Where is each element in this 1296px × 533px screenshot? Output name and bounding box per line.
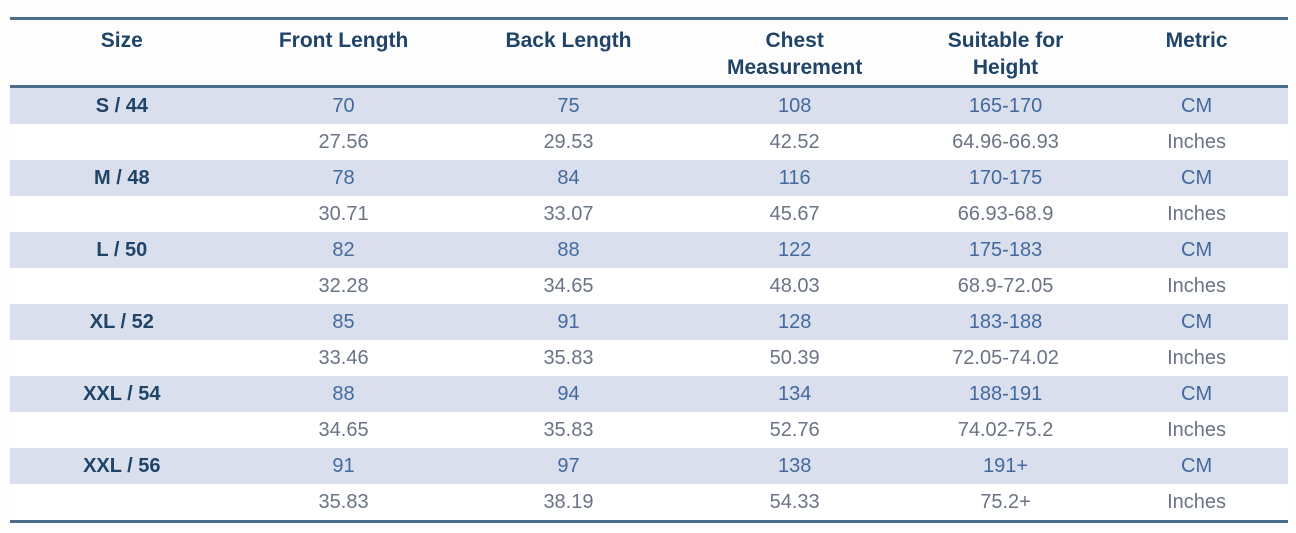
back-length-cell: 34.65 <box>543 274 594 297</box>
chest-cell: 108 <box>777 94 812 117</box>
column-header-size: Size <box>10 27 234 54</box>
column-header-suitable-height-label: Suitable for Height <box>947 29 1064 79</box>
table-row-s44-inches: 27.56 29.53 42.52 64.96-66.93 Inches <box>10 124 1288 160</box>
chest-cell: 116 <box>778 166 811 189</box>
height-cell: 66.93-68.9 <box>957 202 1054 225</box>
size-cell: XXL / 54 <box>83 382 161 405</box>
chest-cell: 128 <box>777 310 812 333</box>
back-length-cell: 94 <box>557 382 580 405</box>
metric-cell: Inches <box>1167 202 1227 225</box>
chest-cell: 48.03 <box>769 274 820 297</box>
column-header-metric: Metric <box>1105 27 1288 54</box>
metric-cell: CM <box>1181 166 1213 189</box>
chest-cell: 42.52 <box>769 130 820 153</box>
back-length-cell: 29.53 <box>543 130 594 153</box>
height-cell: 75.2+ <box>980 490 1031 513</box>
size-cell: XXL / 56 <box>83 454 161 477</box>
chest-cell: 52.76 <box>769 418 820 441</box>
size-cell: L / 50 <box>96 238 148 261</box>
metric-cell: CM <box>1181 454 1213 477</box>
metric-cell: Inches <box>1167 490 1227 513</box>
front-length-cell: 82 <box>332 238 355 261</box>
size-cell: M / 48 <box>94 166 150 189</box>
column-header-chest-measurement-label: Chest Measurement <box>726 29 863 79</box>
metric-cell: CM <box>1181 310 1213 333</box>
table-row-xxl56-inches: 35.83 38.19 54.33 75.2+ Inches <box>10 484 1288 520</box>
column-header-size-label: Size <box>100 29 143 52</box>
chest-cell: 134 <box>777 382 812 405</box>
chest-cell: 122 <box>777 238 812 261</box>
chest-cell: 54.33 <box>769 490 820 513</box>
table-row-l50-inches: 32.28 34.65 48.03 68.9-72.05 Inches <box>10 268 1288 304</box>
front-length-cell: 91 <box>332 454 355 477</box>
front-length-cell: 30.71 <box>318 202 369 225</box>
back-length-cell: 35.83 <box>543 346 594 369</box>
back-length-cell: 91 <box>557 310 580 333</box>
front-length-cell: 70 <box>332 94 355 117</box>
back-length-cell: 38.19 <box>543 490 594 513</box>
height-cell: 183-188 <box>968 310 1043 333</box>
height-cell: 74.02-75.2 <box>957 418 1054 441</box>
back-length-cell: 88 <box>557 238 580 261</box>
table-row-m48-inches: 30.71 33.07 45.67 66.93-68.9 Inches <box>10 196 1288 232</box>
front-length-cell: 34.65 <box>318 418 369 441</box>
back-length-cell: 84 <box>557 166 580 189</box>
table-row-xl52-inches: 33.46 35.83 50.39 72.05-74.02 Inches <box>10 340 1288 376</box>
height-cell: 175-183 <box>968 238 1043 261</box>
size-chart-table: Size Front Length Back Length Chest Meas… <box>10 17 1288 523</box>
column-header-front-length: Front Length <box>234 27 454 54</box>
height-cell: 72.05-74.02 <box>952 346 1059 369</box>
table-row-xxl54-inches: 34.65 35.83 52.76 74.02-75.2 Inches <box>10 412 1288 448</box>
size-cell: XL / 52 <box>89 310 154 333</box>
front-length-cell: 35.83 <box>318 490 369 513</box>
height-cell: 64.96-66.93 <box>952 130 1059 153</box>
chest-cell: 138 <box>777 454 812 477</box>
back-length-cell: 75 <box>557 94 580 117</box>
front-length-cell: 78 <box>332 166 355 189</box>
height-cell: 165-170 <box>968 94 1043 117</box>
table-body: S / 44 70 75 108 165-170 CM 27.56 29.53 … <box>10 88 1288 523</box>
height-cell: 191+ <box>982 454 1029 477</box>
size-cell: S / 44 <box>95 94 148 117</box>
table-row-l50-cm: L / 50 82 88 122 175-183 CM <box>10 232 1288 268</box>
back-length-cell: 33.07 <box>543 202 594 225</box>
front-length-cell: 32.28 <box>318 274 369 297</box>
table-row-xxl54-cm: XXL / 54 88 94 134 188-191 CM <box>10 376 1288 412</box>
column-header-back-length-label: Back Length <box>505 29 632 52</box>
metric-cell: Inches <box>1167 418 1227 441</box>
front-length-cell: 85 <box>332 310 355 333</box>
back-length-cell: 97 <box>557 454 580 477</box>
front-length-cell: 88 <box>332 382 355 405</box>
column-header-chest-measurement: Chest Measurement <box>683 27 905 81</box>
height-cell: 170-175 <box>968 166 1043 189</box>
back-length-cell: 35.83 <box>543 418 594 441</box>
column-header-front-length-label: Front Length <box>278 29 409 52</box>
column-header-suitable-height: Suitable for Height <box>906 27 1105 81</box>
table-header-row: Size Front Length Back Length Chest Meas… <box>10 17 1288 88</box>
column-header-metric-label: Metric <box>1165 29 1228 52</box>
column-header-back-length: Back Length <box>453 27 683 54</box>
metric-cell: CM <box>1181 238 1213 261</box>
metric-cell: CM <box>1181 94 1213 117</box>
metric-cell: Inches <box>1167 130 1227 153</box>
table-row-m48-cm: M / 48 78 84 116 170-175 CM <box>10 160 1288 196</box>
chest-cell: 45.67 <box>769 202 820 225</box>
chest-cell: 50.39 <box>769 346 820 369</box>
height-cell: 188-191 <box>968 382 1043 405</box>
front-length-cell: 33.46 <box>318 346 369 369</box>
front-length-cell: 27.56 <box>318 130 369 153</box>
height-cell: 68.9-72.05 <box>957 274 1054 297</box>
metric-cell: Inches <box>1167 346 1227 369</box>
metric-cell: Inches <box>1167 274 1227 297</box>
table-row-xl52-cm: XL / 52 85 91 128 183-188 CM <box>10 304 1288 340</box>
table-row-xxl56-cm: XXL / 56 91 97 138 191+ CM <box>10 448 1288 484</box>
metric-cell: CM <box>1181 382 1213 405</box>
table-row-s44-cm: S / 44 70 75 108 165-170 CM <box>10 88 1288 124</box>
